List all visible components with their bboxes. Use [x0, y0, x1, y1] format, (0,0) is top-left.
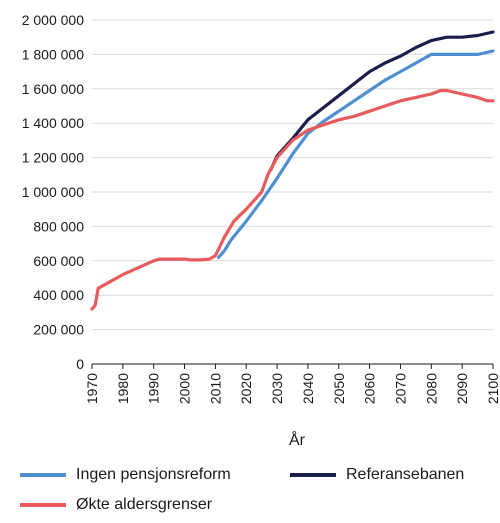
legend-swatch-referansebanen: [290, 473, 336, 477]
legend-item-referansebanen: Referansebanen: [290, 466, 464, 484]
series-line-0: [216, 49, 495, 259]
y-tick-label: 1 600 000: [22, 81, 84, 97]
x-tick-label: 1980: [115, 373, 131, 404]
x-tick-label: 2060: [362, 373, 378, 404]
y-tick-label: 1 200 000: [22, 150, 84, 166]
x-tick-label: 2050: [331, 373, 347, 404]
series-line-2: [90, 88, 495, 311]
y-tick-label: 200 000: [33, 322, 84, 338]
y-tick-label: 600 000: [33, 253, 84, 269]
legend-swatch-ingen-pensjonsreform: [20, 473, 66, 477]
legend-label-ingen-pensjonsreform: Ingen pensjonsreform: [76, 466, 231, 483]
x-tick-label: 1990: [146, 373, 162, 404]
y-tick-label: 800 000: [33, 218, 84, 234]
y-tick-label: 2 000 000: [22, 12, 84, 28]
x-axis-title: År: [289, 430, 306, 449]
legend-swatch-okte-aldersgrenser: [20, 503, 66, 507]
series-lines: [90, 30, 495, 311]
x-tick-label: 2090: [454, 373, 470, 404]
x-axis: 1970 1980 1990 2000 2010 2020 2030 2040 2050 2060…: [84, 364, 500, 404]
y-tick-label: 400 000: [33, 287, 84, 303]
legend-label-okte-aldersgrenser: Økte aldersgrenser: [76, 496, 213, 513]
x-tick-label: 2080: [423, 373, 439, 404]
y-tick-label: 0: [76, 356, 84, 372]
x-tick-label: 2030: [269, 373, 285, 404]
series-line-1: [269, 30, 495, 172]
x-tick-label: 2000: [177, 373, 193, 404]
y-tick-label: 1 000 000: [22, 184, 84, 200]
y-tick-label: 1 800 000: [22, 46, 84, 62]
line-chart: 0 200 000 400 000 600 000 800 000 1 000 000 1 …: [22, 12, 500, 449]
x-tick-label: 1970: [84, 373, 100, 404]
legend-label-referansebanen: Referansebanen: [346, 466, 465, 483]
x-tick-label: 2100: [485, 373, 500, 404]
x-tick-label: 2020: [238, 373, 254, 404]
x-tick-label: 2010: [207, 373, 223, 404]
gridlines: [92, 19, 493, 331]
x-tick-label: 2040: [300, 373, 316, 404]
y-tick-label: 1 400 000: [22, 115, 84, 131]
legend-item-okte-aldersgrenser: Økte aldersgrenser: [20, 496, 212, 514]
x-tick-label: 2070: [392, 373, 408, 404]
y-axis: 0 200 000 400 000 600 000 800 000 1 000 000 1 …: [22, 12, 493, 372]
legend-item-ingen-pensjonsreform: Ingen pensjonsreform: [20, 466, 231, 484]
legend: Ingen pensjonsreform Referansebanen Økte…: [0, 456, 500, 523]
